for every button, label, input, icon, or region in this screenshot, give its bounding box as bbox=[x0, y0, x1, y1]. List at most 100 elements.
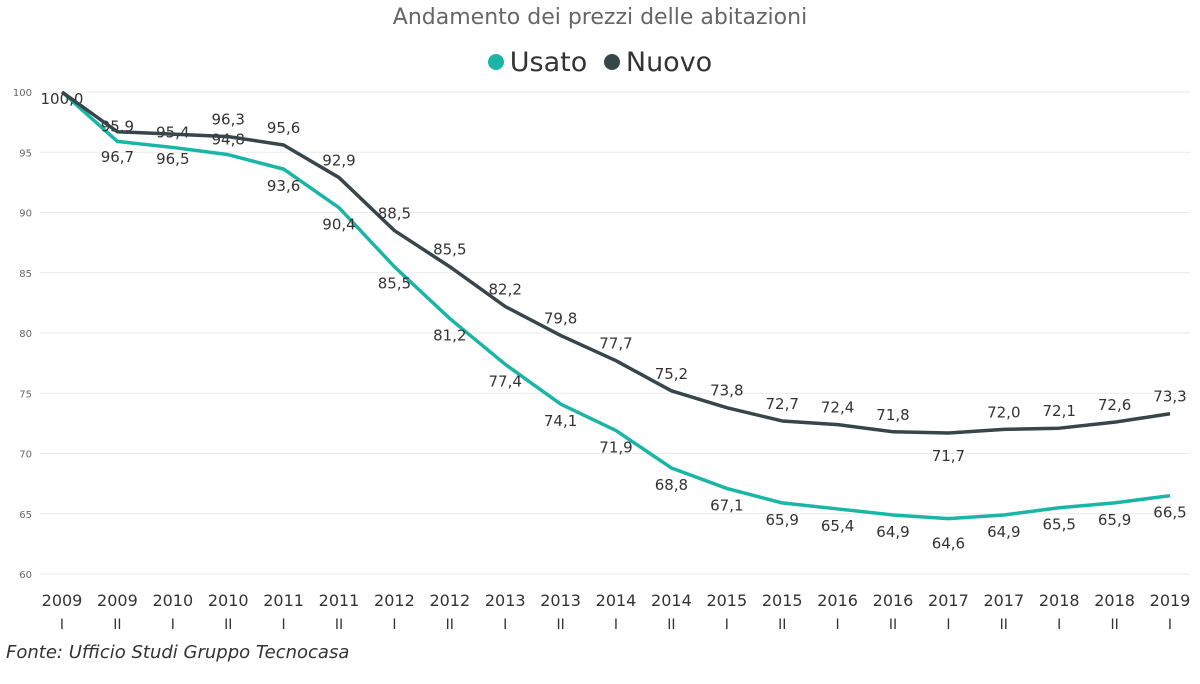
x-tick-year: 2013 bbox=[485, 591, 526, 610]
data-label: 71,8 bbox=[876, 406, 909, 424]
data-label: 67,1 bbox=[710, 496, 743, 514]
x-tick-year: 2017 bbox=[983, 591, 1024, 610]
x-tick-half: II bbox=[113, 617, 121, 633]
data-label: 96,3 bbox=[211, 111, 244, 129]
x-tick-half: II bbox=[667, 617, 675, 633]
data-label: 96,5 bbox=[156, 150, 189, 168]
x-tick-year: 2010 bbox=[152, 591, 193, 610]
x-tick-half: II bbox=[778, 617, 786, 633]
x-tick-half: II bbox=[446, 617, 454, 633]
data-label: 74,1 bbox=[544, 412, 577, 430]
y-tick-label: 90 bbox=[19, 209, 32, 220]
line-chart: 60657075808590951002009I2009II2010I2010I… bbox=[13, 88, 1191, 633]
x-tick-half: I bbox=[392, 617, 396, 633]
data-label: 75,2 bbox=[655, 365, 688, 383]
data-label: 72,7 bbox=[765, 395, 798, 413]
data-label: 81,2 bbox=[433, 327, 466, 345]
data-label: 93,6 bbox=[267, 177, 300, 195]
data-label: 73,3 bbox=[1153, 388, 1186, 406]
legend-item-nuovo[interactable]: Nuovo bbox=[603, 46, 713, 78]
data-label: 95,6 bbox=[267, 119, 300, 137]
legend-label: Nuovo bbox=[625, 46, 713, 78]
data-label: 64,9 bbox=[987, 523, 1020, 541]
x-tick-year: 2012 bbox=[429, 591, 470, 610]
x-tick-year: 2018 bbox=[1094, 591, 1135, 610]
x-tick-year: 2009 bbox=[97, 591, 138, 610]
x-tick-half: I bbox=[1168, 617, 1172, 633]
data-label: 72,6 bbox=[1098, 396, 1131, 414]
chart-title: Andamento dei prezzi delle abitazioni bbox=[392, 5, 808, 30]
data-label: 92,9 bbox=[322, 152, 355, 170]
legend-item-usato[interactable]: Usato bbox=[487, 46, 588, 78]
data-label: 64,9 bbox=[876, 523, 909, 541]
y-tick-label: 65 bbox=[19, 510, 32, 521]
x-tick-half: I bbox=[946, 617, 950, 633]
y-tick-label: 80 bbox=[19, 329, 32, 340]
source-note: Fonte: Ufficio Studi Gruppo Tecnocasa bbox=[6, 642, 350, 663]
legend-label: Usato bbox=[509, 46, 588, 78]
data-label: 65,5 bbox=[1042, 516, 1075, 534]
data-label: 100,0 bbox=[41, 90, 84, 108]
y-tick-label: 85 bbox=[19, 269, 32, 280]
data-label: 68,8 bbox=[655, 476, 688, 494]
x-tick-half: II bbox=[1000, 617, 1008, 633]
series-line-usato bbox=[60, 90, 1171, 521]
x-tick-year: 2018 bbox=[1039, 591, 1080, 610]
y-tick-label: 60 bbox=[19, 570, 32, 581]
x-tick-half: I bbox=[60, 617, 64, 633]
data-label: 82,2 bbox=[488, 280, 521, 298]
data-label: 79,8 bbox=[544, 309, 577, 327]
y-tick-label: 70 bbox=[19, 450, 32, 461]
x-tick-year: 2016 bbox=[817, 591, 858, 610]
legend: Usato Nuovo bbox=[0, 46, 1200, 78]
data-label: 73,8 bbox=[710, 382, 743, 400]
x-tick-year: 2012 bbox=[374, 591, 415, 610]
x-tick-half: II bbox=[1110, 617, 1118, 633]
x-tick-year: 2015 bbox=[762, 591, 803, 610]
data-label: 90,4 bbox=[322, 216, 355, 234]
x-tick-half: I bbox=[614, 617, 618, 633]
x-tick-year: 2011 bbox=[319, 591, 360, 610]
data-label: 88,5 bbox=[378, 205, 411, 223]
data-label: 71,7 bbox=[932, 447, 965, 465]
data-label: 71,9 bbox=[599, 439, 632, 457]
data-label: 65,9 bbox=[765, 511, 798, 529]
x-tick-year: 2017 bbox=[928, 591, 969, 610]
x-tick-half: I bbox=[836, 617, 840, 633]
x-tick-half: I bbox=[171, 617, 175, 633]
data-label: 72,0 bbox=[987, 403, 1020, 421]
y-tick-label: 95 bbox=[19, 148, 32, 159]
x-tick-year: 2019 bbox=[1150, 591, 1191, 610]
data-label: 65,4 bbox=[821, 517, 854, 535]
data-label: 66,5 bbox=[1153, 504, 1186, 522]
data-label: 96,7 bbox=[101, 148, 134, 166]
x-tick-year: 2014 bbox=[596, 591, 637, 610]
x-tick-half: II bbox=[335, 617, 343, 633]
x-tick-half: I bbox=[503, 617, 507, 633]
legend-dot-nuovo bbox=[603, 54, 620, 70]
x-tick-half: I bbox=[1057, 617, 1061, 633]
data-label: 72,4 bbox=[821, 399, 854, 417]
data-label: 72,1 bbox=[1042, 402, 1075, 420]
series-line-nuovo bbox=[60, 90, 1171, 435]
x-tick-year: 2016 bbox=[873, 591, 914, 610]
x-tick-year: 2011 bbox=[263, 591, 304, 610]
x-tick-half: II bbox=[224, 617, 232, 633]
legend-dot-usato bbox=[487, 54, 504, 70]
data-label: 85,5 bbox=[378, 275, 411, 293]
x-tick-year: 2015 bbox=[706, 591, 747, 610]
data-label: 77,7 bbox=[599, 335, 632, 353]
x-tick-year: 2014 bbox=[651, 591, 692, 610]
data-label: 85,5 bbox=[433, 241, 466, 259]
y-tick-label: 100 bbox=[13, 88, 32, 99]
data-label: 65,9 bbox=[1098, 511, 1131, 529]
x-tick-year: 2010 bbox=[208, 591, 249, 610]
x-tick-half: II bbox=[889, 617, 897, 633]
x-tick-half: I bbox=[282, 617, 286, 633]
x-tick-year: 2013 bbox=[540, 591, 581, 610]
y-tick-label: 75 bbox=[19, 389, 32, 400]
x-tick-half: I bbox=[725, 617, 729, 633]
x-tick-half: II bbox=[556, 617, 564, 633]
data-label: 77,4 bbox=[488, 372, 521, 390]
data-label: 64,6 bbox=[932, 535, 965, 553]
